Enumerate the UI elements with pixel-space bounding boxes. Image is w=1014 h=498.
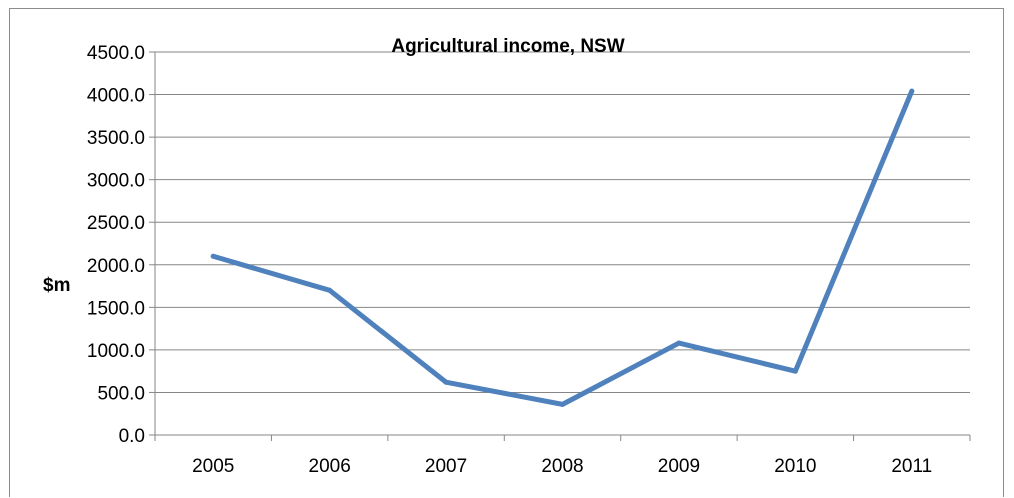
chart-area: 0.0 500.0 1000.0 1500.0 2000.0 2500.0 3000.0 35…	[9, 8, 1004, 497]
y-axis-tick-label: 1500.0	[87, 298, 145, 319]
line-chart: 0.0 500.0 1000.0 1500.0 2000.0 2500.0 3000.0 35…	[43, 36, 971, 477]
y-axis-title: $m	[43, 275, 70, 296]
x-axis-tick-label: 2008	[541, 456, 583, 477]
y-axis-tick-label: 4000.0	[87, 86, 145, 107]
y-axis-tick-label: 2500.0	[87, 213, 145, 234]
y-axis-tick-label: 500.0	[97, 383, 145, 404]
gridlines	[155, 51, 970, 393]
y-axis-tick-label: 1000.0	[87, 341, 145, 362]
x-axis-tick-label: 2009	[658, 456, 700, 477]
x-axis-tick-labels: 2005 2006 2007 2008 2009 2010 2011	[192, 456, 932, 477]
series-lines	[210, 88, 915, 407]
data-point	[560, 401, 565, 407]
y-axis-tick-label: 3500.0	[87, 128, 145, 149]
x-axis-tick-label: 2010	[774, 456, 816, 477]
data-point	[909, 88, 915, 94]
data-point	[676, 340, 682, 346]
chart-title: Agricultural income, NSW	[391, 36, 624, 57]
axes	[149, 51, 971, 441]
y-axis-tick-label: 3000.0	[87, 171, 145, 192]
x-axis-tick-label: 2007	[425, 456, 467, 477]
x-axis-tick-label: 2011	[891, 456, 932, 477]
y-axis-tick-labels: 0.0 500.0 1000.0 1500.0 2000.0 2500.0 3000.0 35…	[87, 43, 145, 447]
data-point	[327, 287, 333, 293]
x-axis-tick-label: 2006	[309, 456, 351, 477]
x-axis-tick-label: 2005	[192, 456, 234, 477]
y-axis-tick-label: 0.0	[119, 426, 145, 447]
data-point	[210, 253, 216, 259]
series-line	[210, 88, 915, 407]
y-axis-tick-label: 2000.0	[87, 256, 145, 277]
data-point	[792, 368, 798, 374]
y-axis-tick-label: 4500.0	[87, 43, 145, 64]
data-point	[443, 379, 449, 385]
